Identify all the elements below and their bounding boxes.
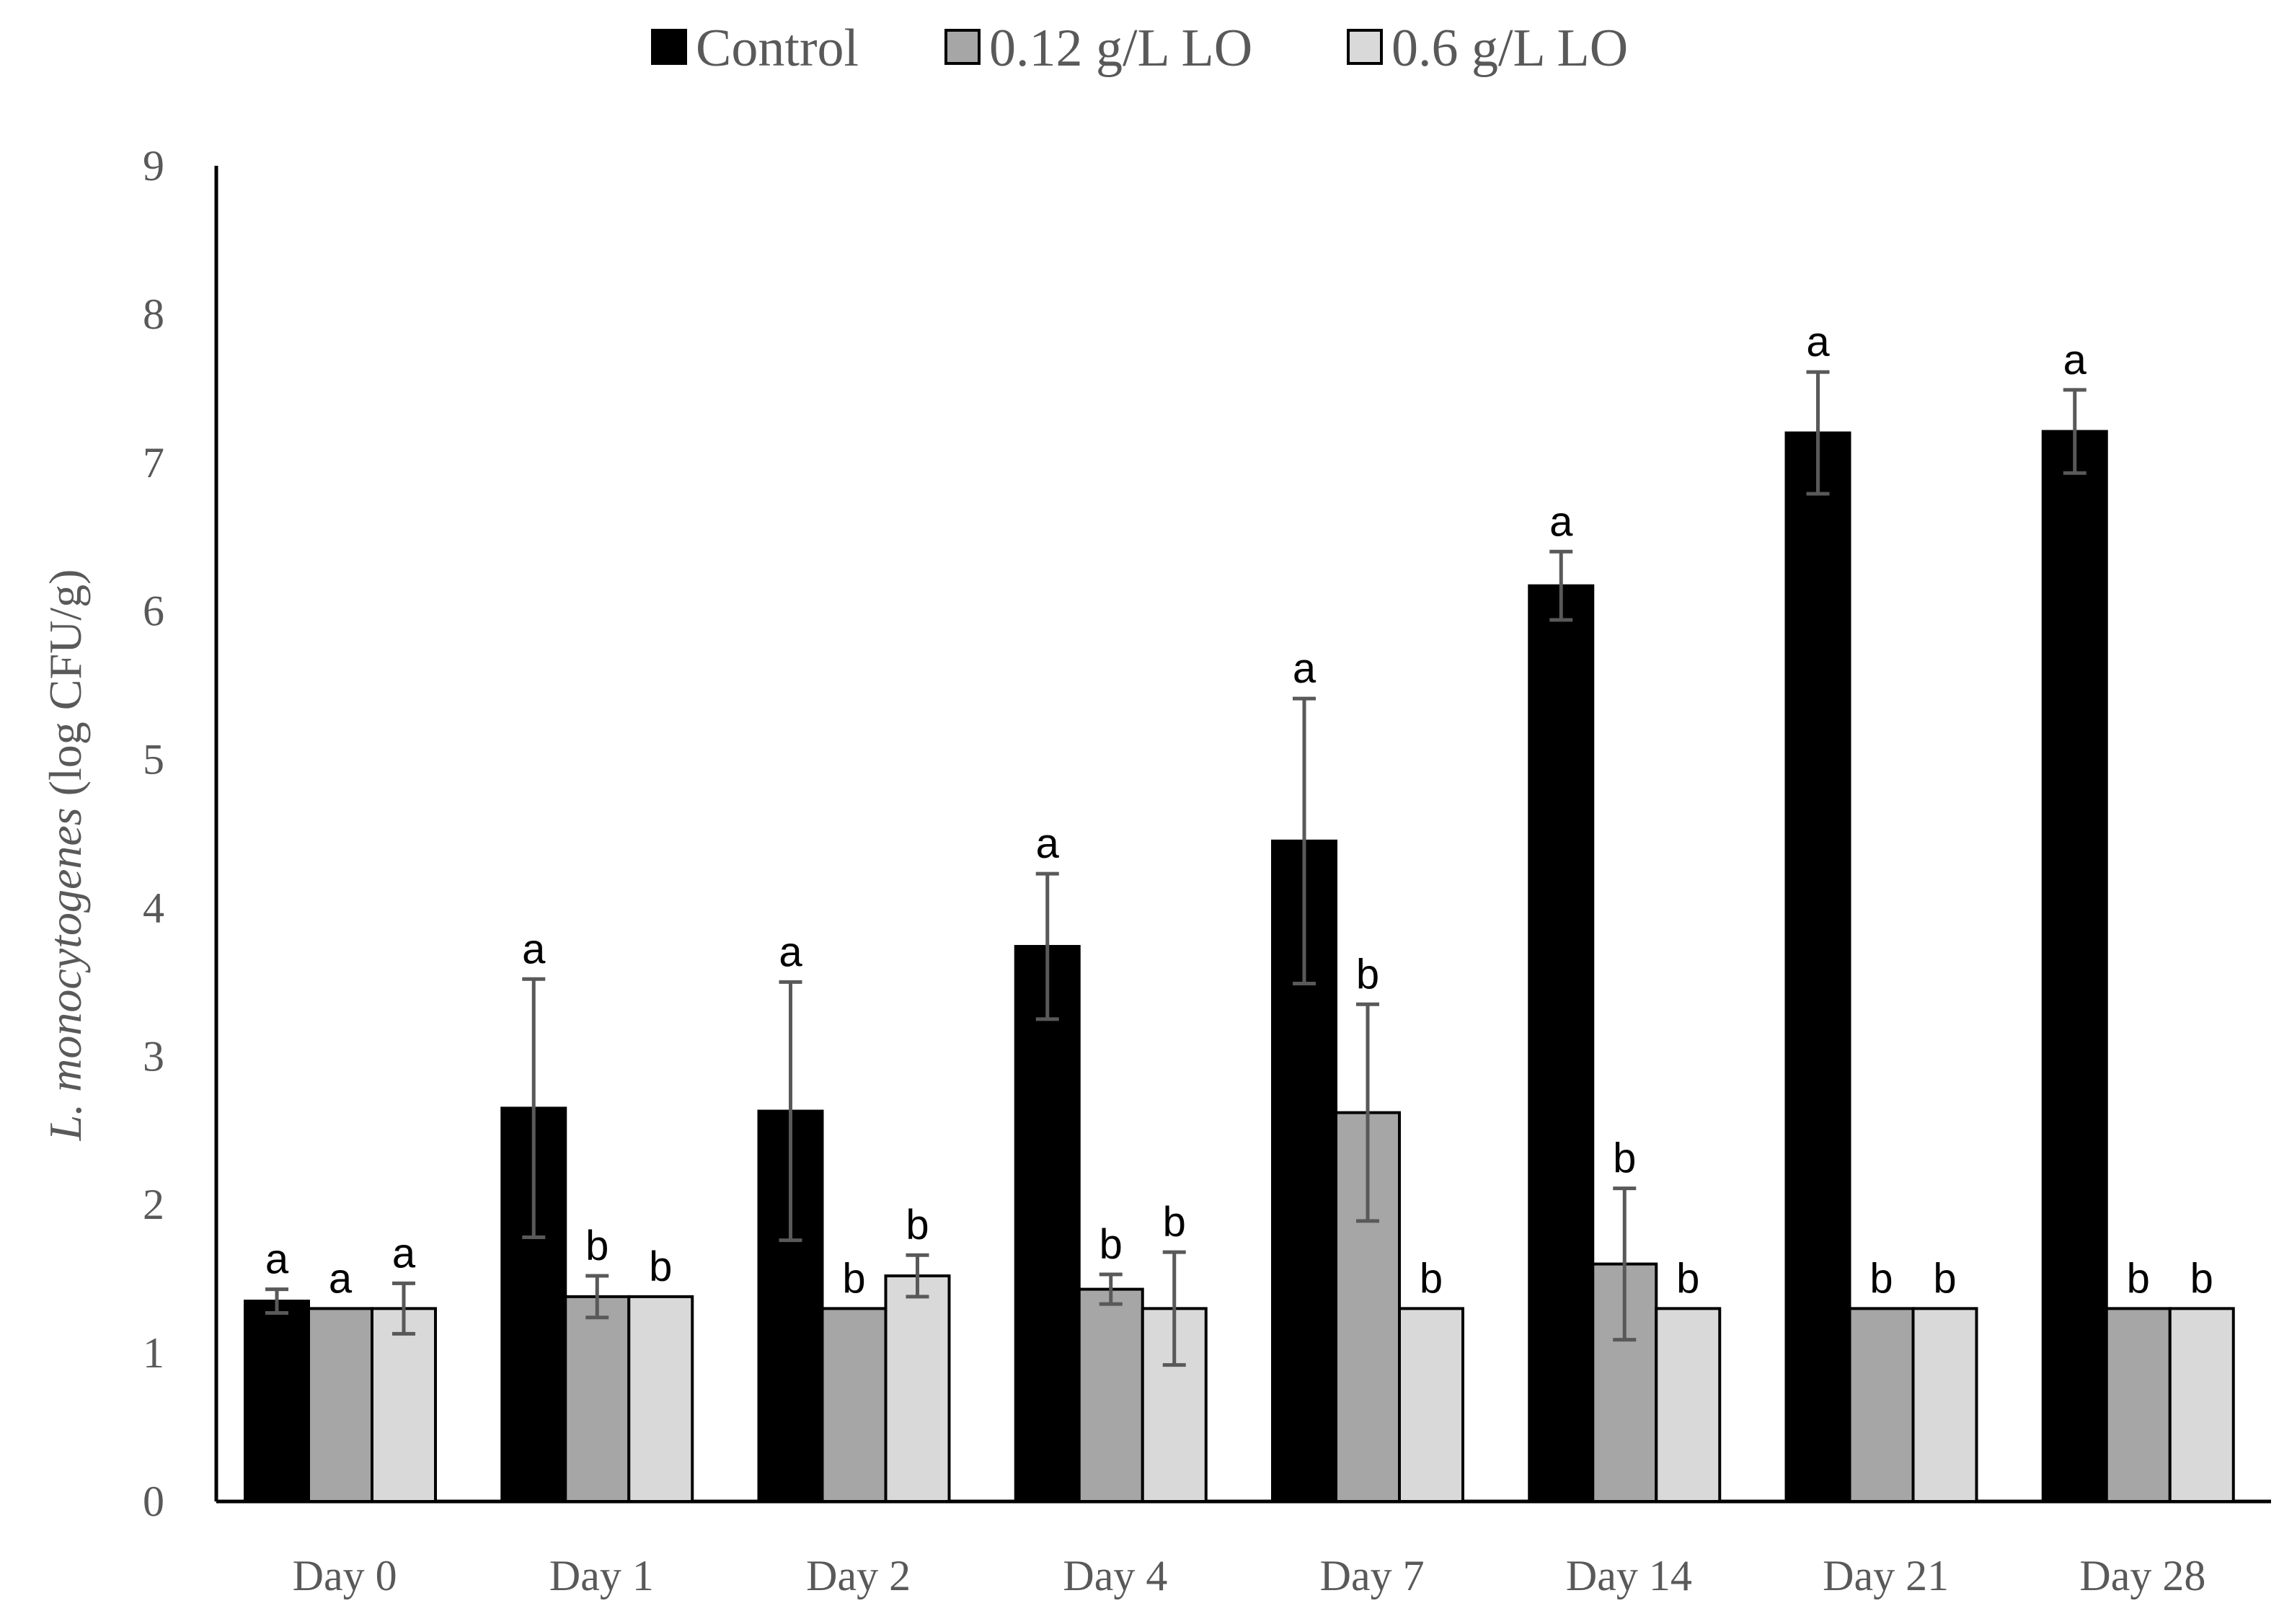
bar-0-12-g-l-lo-day-2 xyxy=(820,1307,888,1504)
y-tick-label: 0 xyxy=(143,1478,164,1525)
bar-0-12-g-l-lo-day-1 xyxy=(564,1295,631,1503)
error-bar-control-day-7 xyxy=(1293,696,1316,985)
error-bar-0-12-g-l-lo-day-7 xyxy=(1356,1002,1379,1223)
y-tick-label: 6 xyxy=(143,587,164,635)
legend-item-0-6-g-l-lo: 0.6 g/L LO xyxy=(1347,19,1628,78)
significance-letter-0-6-g-l-lo-day-4: b xyxy=(1163,1199,1186,1246)
error-bar-0-6-g-l-lo-day-2 xyxy=(906,1253,929,1299)
significance-letter-control-day-2: a xyxy=(779,928,802,975)
error-bar-control-day-0 xyxy=(265,1287,288,1315)
significance-letter-0-6-g-l-lo-day-21: b xyxy=(1933,1255,1956,1302)
significance-letter-0-12-g-l-lo-day-14: b xyxy=(1613,1135,1636,1182)
error-bar-control-day-2 xyxy=(779,980,802,1243)
bar-0-12-g-l-lo-day-28 xyxy=(2105,1307,2172,1504)
bar-0-6-g-l-lo-day-2 xyxy=(884,1274,951,1503)
x-tick-label-day-1: Day 1 xyxy=(549,1552,654,1599)
bar-0-6-g-l-lo-day-21 xyxy=(1911,1307,1978,1504)
significance-letter-0-12-g-l-lo-day-1: b xyxy=(585,1223,609,1269)
bar-0-12-g-l-lo-day-21 xyxy=(1848,1307,1915,1504)
y-tick-label: 2 xyxy=(143,1181,164,1228)
bar-0-6-g-l-lo-day-0 xyxy=(371,1307,437,1504)
y-axis-label-species: L. monocytogenes xyxy=(40,807,91,1141)
bars xyxy=(244,430,2235,1504)
significance-letter-control-day-21: a xyxy=(1806,319,1830,365)
legend-label-0-12-g-l-lo: 0.12 g/L LO xyxy=(989,19,1252,78)
significance-letter-0-6-g-l-lo-day-7: b xyxy=(1420,1255,1443,1302)
y-tick-label: 8 xyxy=(143,290,164,338)
y-axis-label: L. monocytogenes (log CFU/g) xyxy=(40,569,91,1142)
error-bar-0-6-g-l-lo-day-4 xyxy=(1162,1250,1186,1367)
bar-0-6-g-l-lo-day-7 xyxy=(1398,1307,1464,1504)
significance-letter-control-day-14: a xyxy=(1549,498,1573,545)
error-bar-control-day-28 xyxy=(2063,388,2086,475)
significance-letter-0-6-g-l-lo-day-14: b xyxy=(1676,1255,1699,1302)
y-axis: 0 1 2 3 4 5 6 7 8 9 xyxy=(143,142,218,1525)
error-bar-0-6-g-l-lo-day-0 xyxy=(392,1281,415,1336)
x-axis: Day 0 Day 1 Day 2 Day 4 Day 7 Day 14 Day 21 Day… xyxy=(216,1499,2271,1599)
legend-item-control: Control xyxy=(651,19,859,78)
significance-letter-control-day-0: a xyxy=(265,1236,289,1283)
y-tick-label: 3 xyxy=(143,1032,164,1080)
error-bar-control-day-21 xyxy=(1806,370,1830,496)
y-tick-label: 4 xyxy=(143,884,164,931)
x-tick-label-day-2: Day 2 xyxy=(806,1552,911,1599)
error-bar-0-12-g-l-lo-day-4 xyxy=(1099,1272,1123,1306)
error-bar-control-day-4 xyxy=(1035,871,1059,1021)
significance-letter-0-12-g-l-lo-day-2: b xyxy=(842,1255,865,1302)
legend-item-0-12-g-l-lo: 0.12 g/L LO xyxy=(944,19,1252,78)
bar-0-6-g-l-lo-day-28 xyxy=(2168,1307,2235,1504)
error-bar-0-12-g-l-lo-day-14 xyxy=(1613,1186,1637,1342)
legend-swatch-0-6-g-l-lo xyxy=(1347,29,1383,65)
significance-letter-control-day-1: a xyxy=(522,926,546,972)
bar-control-day-28 xyxy=(2041,430,2108,1503)
y-tick-label: 5 xyxy=(143,736,164,784)
legend-label-control: Control xyxy=(696,19,859,78)
significance-letter-0-6-g-l-lo-day-1: b xyxy=(649,1243,672,1290)
significance-letter-control-day-28: a xyxy=(2063,337,2087,383)
error-bar-control-day-1 xyxy=(522,977,546,1240)
significance-letter-0-6-g-l-lo-day-0: a xyxy=(392,1230,416,1277)
x-tick-label-day-4: Day 4 xyxy=(1063,1552,1167,1599)
significance-letter-0-12-g-l-lo-day-28: b xyxy=(2127,1255,2150,1302)
error-bars xyxy=(265,370,2086,1367)
bar-control-day-21 xyxy=(1784,431,1851,1503)
significance-letter-0-12-g-l-lo-day-7: b xyxy=(1356,951,1379,998)
x-tick-label-day-0: Day 0 xyxy=(293,1552,397,1599)
significance-letter-control-day-7: a xyxy=(1293,645,1316,692)
x-tick-label-day-14: Day 14 xyxy=(1566,1552,1692,1599)
y-tick-label: 9 xyxy=(143,142,164,190)
bar-control-day-0 xyxy=(244,1300,310,1504)
legend-swatch-0-12-g-l-lo xyxy=(944,29,981,65)
significance-letter-0-6-g-l-lo-day-28: b xyxy=(2190,1255,2213,1302)
y-tick-label: 7 xyxy=(143,439,164,487)
y-tick-label: 1 xyxy=(143,1329,164,1377)
legend-swatch-control xyxy=(651,29,687,65)
bar-0-12-g-l-lo-day-0 xyxy=(307,1307,373,1504)
significance-letter-0-12-g-l-lo-day-0: a xyxy=(329,1255,353,1302)
legend-label-0-6-g-l-lo: 0.6 g/L LO xyxy=(1391,19,1628,78)
bar-0-12-g-l-lo-day-4 xyxy=(1077,1287,1144,1503)
significance-letter-0-6-g-l-lo-day-2: b xyxy=(906,1202,929,1248)
y-axis-label-units: (log CFU/g) xyxy=(40,569,91,808)
bar-control-day-14 xyxy=(1528,584,1595,1503)
x-tick-label-day-28: Day 28 xyxy=(2079,1552,2205,1599)
bar-control-day-4 xyxy=(1014,944,1081,1503)
error-bar-0-12-g-l-lo-day-1 xyxy=(585,1274,609,1320)
significance-letter-0-12-g-l-lo-day-21: b xyxy=(1869,1255,1893,1302)
legend: Control 0.12 g/L LO 0.6 g/L LO xyxy=(651,19,1628,78)
bar-0-6-g-l-lo-day-14 xyxy=(1655,1307,1722,1504)
bar-0-6-g-l-lo-day-1 xyxy=(627,1295,694,1503)
x-tick-label-day-7: Day 7 xyxy=(1320,1552,1425,1599)
x-tick-label-day-21: Day 21 xyxy=(1823,1552,1949,1599)
error-bar-control-day-14 xyxy=(1549,549,1573,622)
bar-0-6-g-l-lo-day-4 xyxy=(1141,1307,1208,1504)
significance-letter-control-day-4: a xyxy=(1036,820,1060,867)
significance-letter-0-12-g-l-lo-day-4: b xyxy=(1099,1221,1123,1268)
bar-0-12-g-l-lo-day-7 xyxy=(1335,1111,1401,1504)
